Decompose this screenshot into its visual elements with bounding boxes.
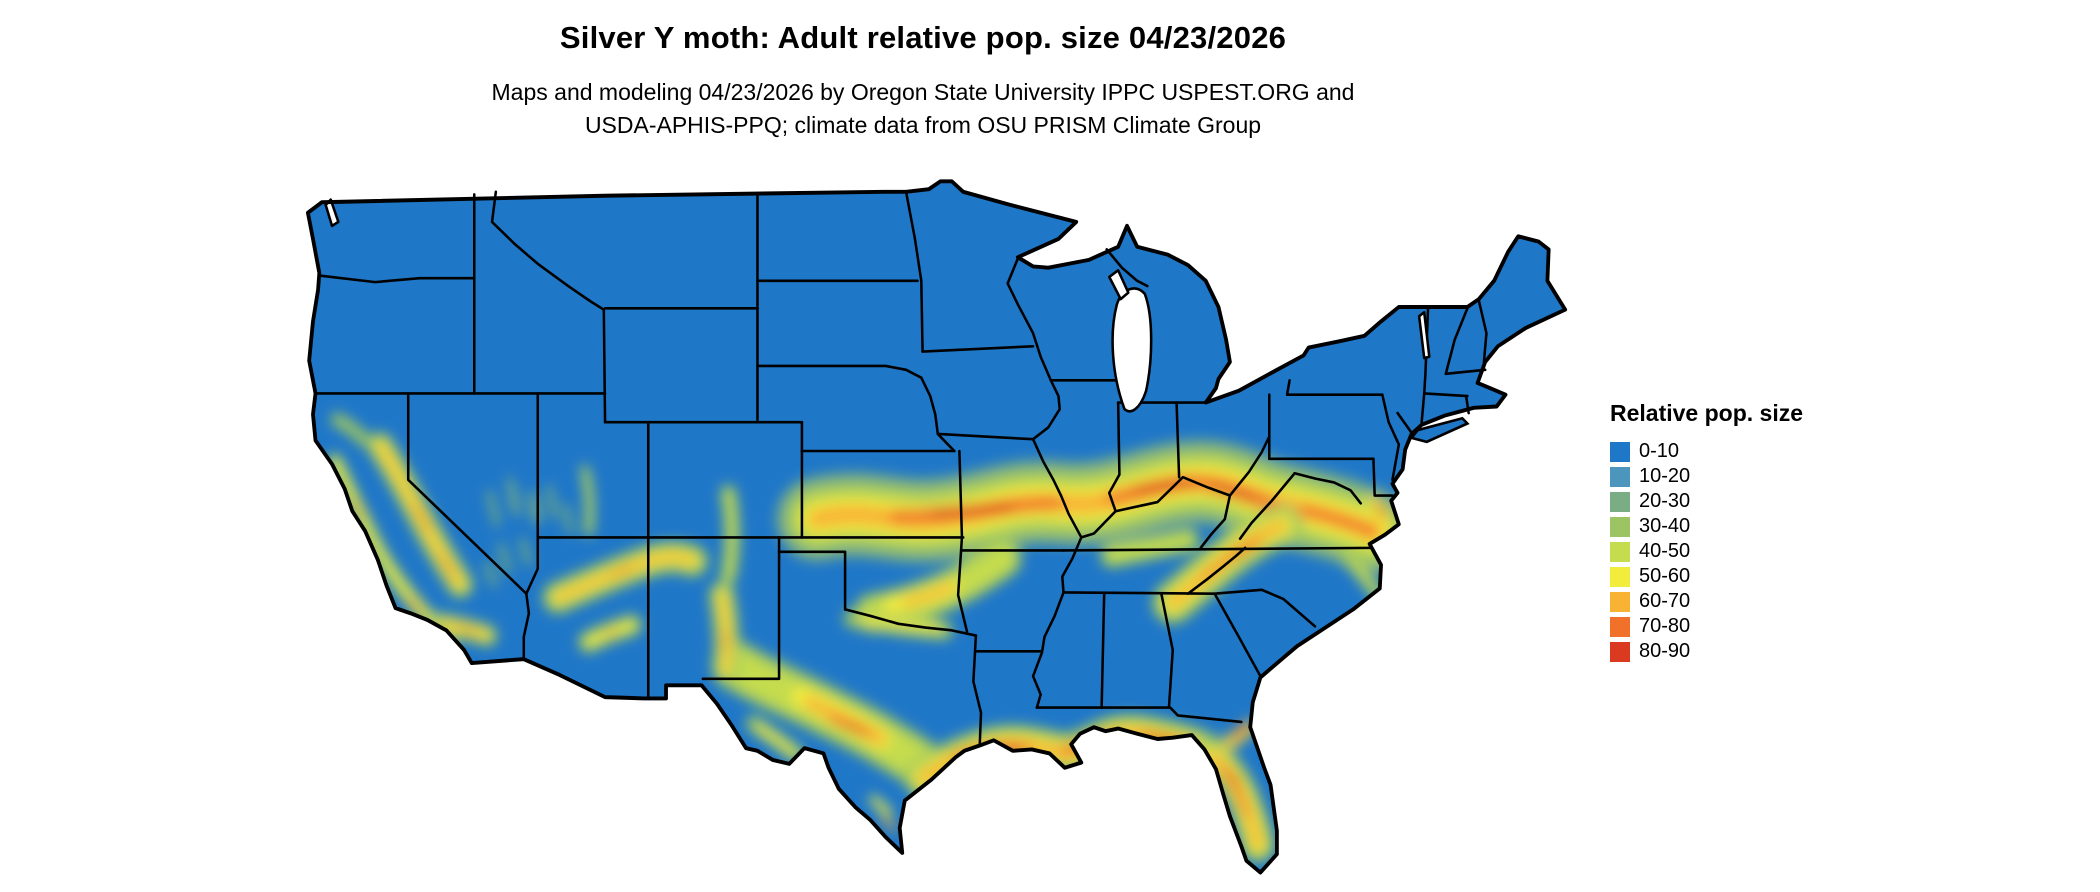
header: Silver Y moth: Adult relative pop. size … [0,20,1846,142]
legend-title: Relative pop. size [1610,400,1804,426]
legend-entry-label: 30-40 [1639,515,1691,537]
us-map [299,163,1569,883]
legend-entry: 30-40 [1610,514,1803,539]
legend-entry-label: 80-90 [1639,640,1691,662]
legend-entry-label: 70-80 [1639,615,1691,637]
legend-swatch [1610,516,1630,537]
legend-entry-label: 20-30 [1639,490,1691,512]
legend-entry: 80-90 [1610,639,1803,664]
green-bay [1107,269,1130,301]
legend-entry-label: 60-70 [1639,590,1691,612]
legend-entries: 0-10 10-20 20-30 30-40 40-50 50-60 60-70 70-80 8… [1610,439,1803,664]
legend-swatch [1610,541,1630,562]
legend-swatch [1610,491,1630,512]
legend-swatch [1610,441,1630,462]
legend-swatch [1610,641,1630,662]
legend-entry-label: 50-60 [1639,565,1691,587]
state-borders [314,190,1488,747]
long-island [1409,416,1470,444]
lake-michigan [1111,287,1153,413]
legend: Relative pop. size 0-10 10-20 20-30 30-40 40… [1610,400,1803,664]
legend-entry: 50-60 [1610,564,1803,589]
legend-entry: 20-30 [1610,489,1803,514]
page-title: Silver Y moth: Adult relative pop. size … [559,20,1287,55]
legend-entry-label: 0-10 [1639,440,1680,462]
us-map-svg [305,179,1568,875]
legend-entry-label: 40-50 [1639,540,1691,562]
subtitle-line-2: USDA-APHIS-PPQ; climate data from OSU PR… [584,112,1262,138]
great-lakes [324,198,1431,413]
subtitle-line-1: Maps and modeling 04/23/2026 by Oregon S… [491,79,1355,105]
legend-entry-label: 10-20 [1639,465,1691,487]
legend-entry: 10-20 [1610,464,1803,489]
legend-swatch [1610,466,1630,487]
legend-swatch [1610,616,1630,637]
legend-swatch [1610,591,1630,612]
legend-entry: 40-50 [1610,539,1803,564]
lake-champlain [1417,310,1431,360]
legend-entry: 70-80 [1610,614,1803,639]
legend-swatch [1610,566,1630,587]
legend-entry: 0-10 [1610,439,1803,464]
subtitle: Maps and modeling 04/23/2026 by Oregon S… [0,76,1846,142]
legend-entry: 60-70 [1610,589,1803,614]
